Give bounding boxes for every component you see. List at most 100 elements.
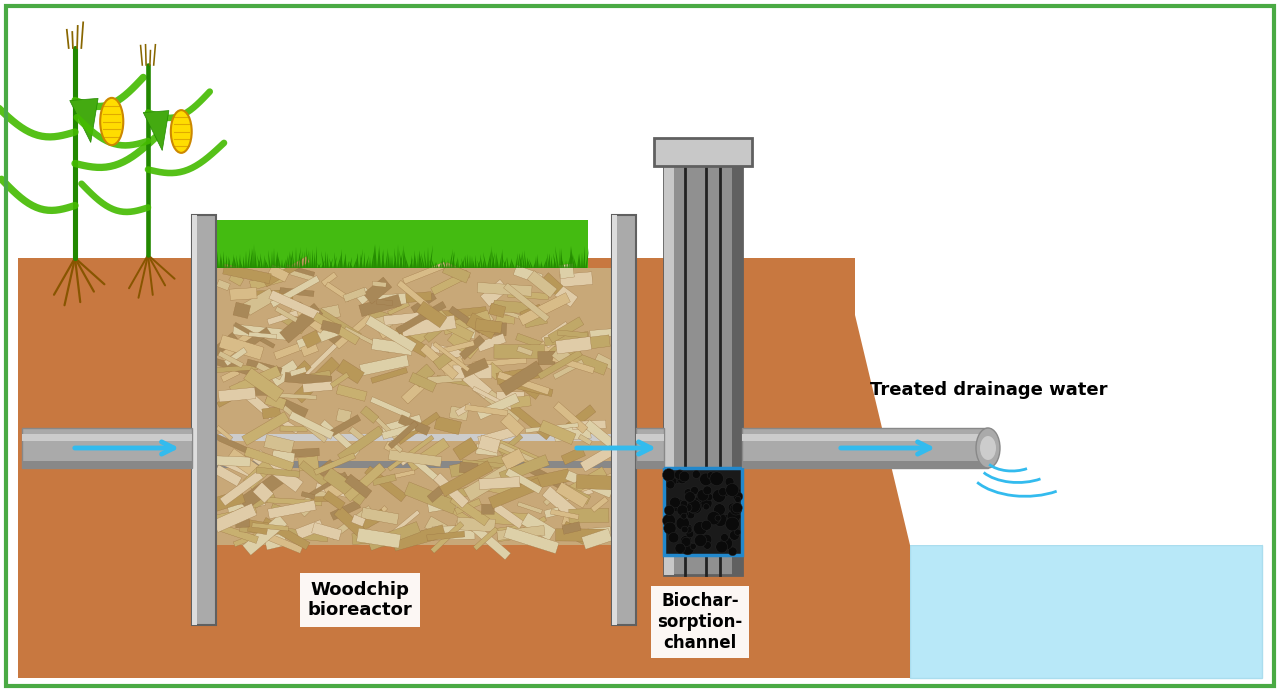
Polygon shape xyxy=(355,287,372,304)
Circle shape xyxy=(664,522,676,534)
Polygon shape xyxy=(497,372,550,395)
FancyBboxPatch shape xyxy=(22,428,192,468)
Polygon shape xyxy=(352,532,376,545)
Polygon shape xyxy=(305,341,339,376)
Polygon shape xyxy=(225,255,227,268)
Polygon shape xyxy=(379,529,434,547)
Polygon shape xyxy=(265,259,269,268)
Polygon shape xyxy=(346,254,347,268)
Polygon shape xyxy=(553,402,588,433)
Polygon shape xyxy=(420,344,458,380)
Polygon shape xyxy=(206,507,256,522)
Polygon shape xyxy=(481,322,507,336)
Circle shape xyxy=(681,526,689,533)
FancyBboxPatch shape xyxy=(18,18,1262,258)
Polygon shape xyxy=(433,352,452,370)
Polygon shape xyxy=(556,336,591,354)
Polygon shape xyxy=(233,254,237,268)
Polygon shape xyxy=(419,250,421,268)
Circle shape xyxy=(728,547,737,556)
Polygon shape xyxy=(461,256,465,268)
Polygon shape xyxy=(227,448,262,479)
Polygon shape xyxy=(239,527,256,533)
Polygon shape xyxy=(143,111,169,150)
Polygon shape xyxy=(250,272,284,291)
Circle shape xyxy=(727,510,740,523)
Polygon shape xyxy=(401,316,456,337)
FancyBboxPatch shape xyxy=(22,461,192,468)
Circle shape xyxy=(685,491,695,502)
Polygon shape xyxy=(260,253,262,268)
Polygon shape xyxy=(561,248,563,268)
Polygon shape xyxy=(357,253,358,268)
Polygon shape xyxy=(215,254,218,268)
Polygon shape xyxy=(256,467,300,477)
Polygon shape xyxy=(524,250,527,268)
Polygon shape xyxy=(466,520,511,560)
Circle shape xyxy=(698,489,709,501)
Polygon shape xyxy=(255,250,257,268)
Polygon shape xyxy=(431,270,470,295)
Polygon shape xyxy=(552,346,571,365)
Polygon shape xyxy=(417,254,419,268)
Polygon shape xyxy=(214,365,257,373)
Polygon shape xyxy=(343,253,346,268)
Polygon shape xyxy=(477,435,500,453)
Polygon shape xyxy=(543,486,579,520)
Polygon shape xyxy=(325,282,351,302)
FancyBboxPatch shape xyxy=(664,145,742,575)
Polygon shape xyxy=(353,258,357,268)
Polygon shape xyxy=(321,320,342,334)
Polygon shape xyxy=(434,473,468,508)
Polygon shape xyxy=(317,263,321,268)
Polygon shape xyxy=(532,334,559,358)
Circle shape xyxy=(684,504,692,511)
Polygon shape xyxy=(300,251,303,268)
Polygon shape xyxy=(268,310,298,325)
Polygon shape xyxy=(590,329,612,338)
Polygon shape xyxy=(369,257,371,268)
Polygon shape xyxy=(468,255,471,268)
Polygon shape xyxy=(371,367,407,383)
Polygon shape xyxy=(430,522,463,553)
Polygon shape xyxy=(253,290,293,300)
Polygon shape xyxy=(573,255,577,268)
Polygon shape xyxy=(477,260,481,268)
FancyBboxPatch shape xyxy=(612,215,636,625)
Polygon shape xyxy=(566,405,595,432)
Polygon shape xyxy=(236,255,239,268)
Polygon shape xyxy=(361,507,399,525)
Polygon shape xyxy=(553,253,557,268)
Polygon shape xyxy=(297,247,301,268)
Polygon shape xyxy=(285,265,315,278)
Circle shape xyxy=(685,527,692,533)
Polygon shape xyxy=(233,528,271,547)
Polygon shape xyxy=(364,277,392,304)
Polygon shape xyxy=(460,262,462,268)
Polygon shape xyxy=(584,420,618,451)
Polygon shape xyxy=(489,477,541,509)
Polygon shape xyxy=(538,351,556,365)
Polygon shape xyxy=(442,257,443,268)
Polygon shape xyxy=(340,252,343,268)
Polygon shape xyxy=(311,496,334,502)
Polygon shape xyxy=(402,376,430,404)
Polygon shape xyxy=(493,300,532,314)
Polygon shape xyxy=(449,406,468,421)
Ellipse shape xyxy=(170,110,192,153)
Polygon shape xyxy=(379,245,381,268)
Polygon shape xyxy=(582,246,585,268)
Polygon shape xyxy=(444,258,447,268)
Polygon shape xyxy=(404,482,458,514)
FancyBboxPatch shape xyxy=(6,7,1274,685)
Polygon shape xyxy=(572,420,605,430)
Polygon shape xyxy=(343,288,366,302)
Polygon shape xyxy=(428,374,462,384)
Polygon shape xyxy=(410,258,413,268)
Polygon shape xyxy=(527,258,531,268)
Circle shape xyxy=(680,536,691,547)
Polygon shape xyxy=(553,257,556,268)
Polygon shape xyxy=(275,254,276,268)
Circle shape xyxy=(726,518,739,529)
Polygon shape xyxy=(511,259,515,268)
